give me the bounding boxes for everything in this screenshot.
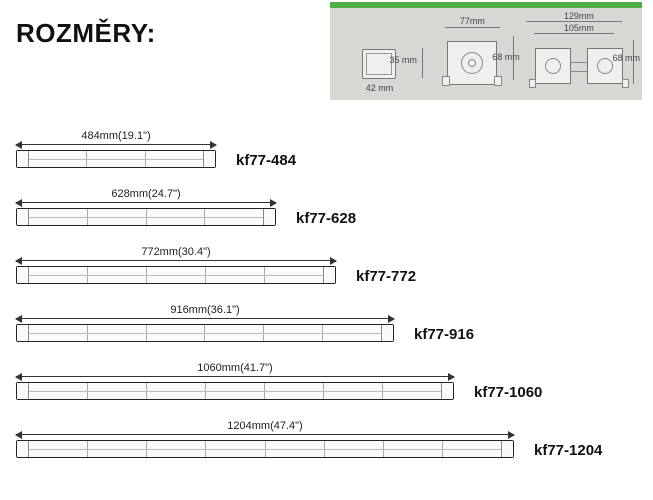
dimension-line — [16, 376, 454, 377]
cross-section-b: 77mm 68 mm — [427, 14, 518, 96]
dimension-line — [16, 260, 336, 261]
bar-segment — [324, 383, 383, 399]
bar-endcap-right — [441, 383, 453, 399]
cs-a-width-label: 42 mm — [366, 83, 394, 93]
bar-segment — [325, 441, 384, 457]
cs-b-height-label: 68 mm — [492, 52, 520, 62]
bar-segment — [147, 209, 206, 225]
bar-endcap-right — [263, 209, 275, 225]
bar-segment — [29, 209, 88, 225]
bar-segment — [88, 267, 147, 283]
bar-endcap-right — [501, 441, 513, 457]
bar-endcap-left — [17, 383, 29, 399]
cross-section-panel: 42 mm 35 mm 77mm 68 mm 129mm 105mm — [330, 8, 642, 100]
bar-body — [29, 325, 381, 341]
model-label: kf77-1060 — [474, 384, 542, 401]
dimension-label: 1060mm(41.7") — [16, 362, 454, 374]
bar-body — [29, 209, 263, 225]
bar-body — [29, 267, 323, 283]
bar-segment — [87, 151, 145, 167]
bar-segment — [323, 325, 381, 341]
bar-endcap-right — [381, 325, 393, 341]
bar-segment — [147, 267, 206, 283]
bar-segment — [265, 383, 324, 399]
bar-segment — [264, 325, 323, 341]
bar-segment — [29, 325, 88, 341]
dimension-label: 772mm(30.4") — [16, 246, 336, 258]
bar-segment — [29, 267, 88, 283]
bar-body — [29, 383, 441, 399]
fixture-bar — [16, 382, 454, 400]
dimension-label: 1204mm(47.4") — [16, 420, 514, 432]
bar-segment — [147, 383, 206, 399]
fixture-bar — [16, 266, 336, 284]
bar-endcap-left — [17, 209, 29, 225]
bar-endcap-right — [203, 151, 215, 167]
bar-segment — [205, 325, 264, 341]
dimension-label: 628mm(24.7") — [16, 188, 276, 200]
bar-segment — [88, 383, 147, 399]
bar-segment — [88, 325, 147, 341]
bar-endcap-right — [323, 267, 335, 283]
sizes-list: 484mm(19.1") kf77-484 628mm(24.7") kf77-628… — [16, 130, 636, 478]
model-label: kf77-1204 — [534, 442, 602, 459]
bar-body — [29, 441, 501, 457]
size-row: 916mm(36.1") kf77-916 — [16, 304, 636, 362]
bar-endcap-left — [17, 441, 29, 457]
bar-segment — [206, 267, 265, 283]
bar-segment — [266, 441, 325, 457]
bar-segment — [147, 441, 206, 457]
bar-segment — [265, 267, 323, 283]
bar-segment — [88, 209, 147, 225]
bar-endcap-left — [17, 267, 29, 283]
cs-c-height-label: 68 mm — [612, 53, 640, 63]
bar-segment — [29, 383, 88, 399]
dimension-line — [16, 202, 276, 203]
bar-segment — [88, 441, 147, 457]
dimension-label: 916mm(36.1") — [16, 304, 394, 316]
size-row: 1204mm(47.4") kf77-1204 — [16, 420, 636, 478]
bar-segment — [146, 151, 203, 167]
model-label: kf77-772 — [356, 268, 416, 285]
bar-segment — [29, 151, 87, 167]
page-title: ROZMĚRY: — [16, 18, 156, 49]
bar-segment — [443, 441, 501, 457]
cs-c-top-label: 129mm — [564, 11, 594, 21]
dimension-label: 484mm(19.1") — [16, 130, 216, 142]
model-label: kf77-484 — [236, 152, 296, 169]
bar-segment — [206, 383, 265, 399]
cs-c-inner-label: 105mm — [564, 23, 594, 33]
fixture-bar — [16, 150, 216, 168]
dimension-line — [16, 434, 514, 435]
fixture-bar — [16, 208, 276, 226]
size-row: 484mm(19.1") kf77-484 — [16, 130, 636, 188]
bar-segment — [206, 441, 265, 457]
model-label: kf77-628 — [296, 210, 356, 227]
bar-endcap-left — [17, 325, 29, 341]
bar-endcap-left — [17, 151, 29, 167]
dimension-line — [16, 144, 216, 145]
dimension-line — [16, 318, 394, 319]
fixture-bar — [16, 324, 394, 342]
bar-segment — [147, 325, 206, 341]
cross-section-a: 42 mm 35 mm — [334, 14, 425, 96]
size-row: 1060mm(41.7") kf77-1060 — [16, 362, 636, 420]
cs-a-height-label: 35 mm — [389, 55, 417, 65]
bar-segment — [384, 441, 443, 457]
cs-b-width-label: 77mm — [460, 16, 485, 26]
bar-segment — [29, 441, 88, 457]
bar-segment — [205, 209, 263, 225]
model-label: kf77-916 — [414, 326, 474, 343]
bar-body — [29, 151, 203, 167]
fixture-bar — [16, 440, 514, 458]
bar-segment — [383, 383, 441, 399]
size-row: 772mm(30.4") kf77-772 — [16, 246, 636, 304]
cross-section-c: 129mm 105mm 68 mm — [520, 14, 638, 96]
size-row: 628mm(24.7") kf77-628 — [16, 188, 636, 246]
